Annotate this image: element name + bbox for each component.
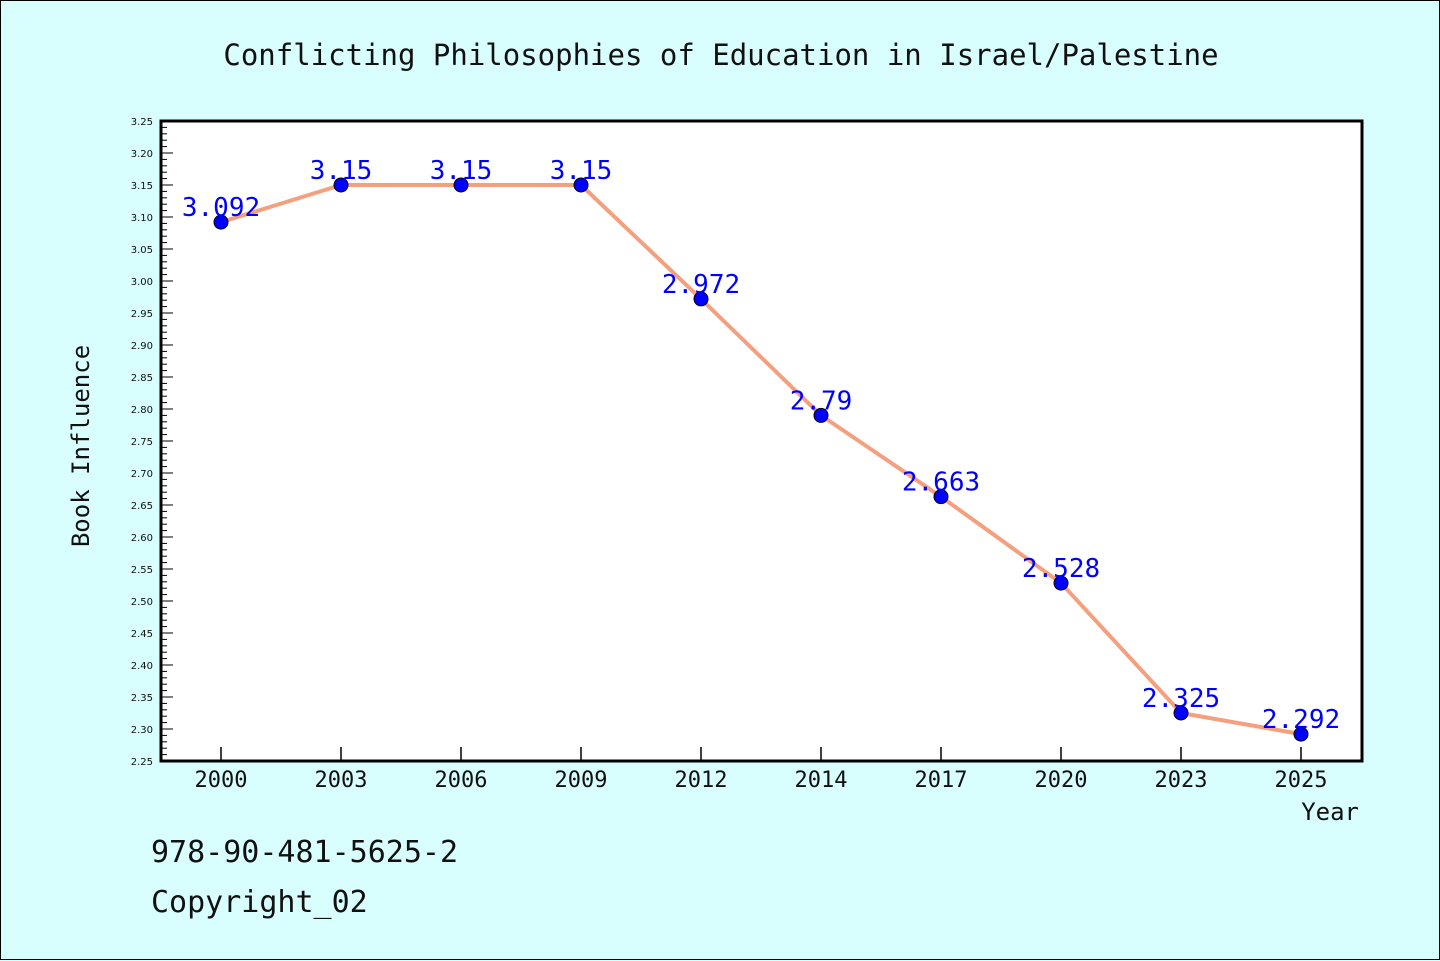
y-tick-label: 3.25 bbox=[131, 117, 153, 128]
y-tick-label: 2.90 bbox=[131, 341, 153, 352]
isbn-text: 978-90-481-5625-2 bbox=[151, 835, 459, 870]
plot-border bbox=[159, 119, 1364, 763]
data-point bbox=[1173, 705, 1189, 721]
y-tick-label: 2.35 bbox=[131, 693, 153, 704]
data-label: 2.972 bbox=[662, 270, 740, 300]
y-tick-label: 3.20 bbox=[131, 149, 153, 160]
y-tick-label: 2.40 bbox=[131, 661, 153, 672]
y-tick-label: 2.75 bbox=[131, 437, 153, 448]
plot-area bbox=[161, 121, 1362, 761]
series-line bbox=[220, 183, 1302, 737]
x-tick-label: 2006 bbox=[435, 768, 488, 793]
data-point bbox=[813, 407, 829, 423]
y-tick-label: 2.85 bbox=[131, 373, 153, 384]
chart-title: Conflicting Philosophies of Education in… bbox=[223, 38, 1218, 72]
x-tick-label: 2012 bbox=[675, 768, 728, 793]
y-tick-label: 3.05 bbox=[131, 245, 153, 256]
y-tick-label: 2.30 bbox=[131, 725, 153, 736]
y-tick-label: 2.70 bbox=[131, 469, 153, 480]
data-label: 3.092 bbox=[182, 193, 260, 223]
data-point bbox=[1053, 575, 1069, 591]
x-tick-label: 2000 bbox=[195, 768, 248, 793]
y-axis-label: Book Influence bbox=[67, 345, 95, 547]
data-label: 2.325 bbox=[1142, 684, 1220, 714]
y-tick-label: 2.55 bbox=[131, 565, 153, 576]
x-tick-label: 2017 bbox=[915, 768, 968, 793]
data-label: 3.15 bbox=[550, 156, 613, 186]
series-layer: 3.092 3.15 3.15 3.15 2.972 2.79 2.663 2.528 2.32… bbox=[182, 156, 1340, 742]
data-label: 3.15 bbox=[310, 156, 373, 186]
x-tick-label: 2003 bbox=[315, 768, 368, 793]
y-tick-label: 2.65 bbox=[131, 501, 153, 512]
x-tick-label: 2025 bbox=[1275, 768, 1328, 793]
x-axis-ticks: 2000 2003 2006 2009 2012 2014 2017 2020 2023 2025 bbox=[195, 747, 1328, 793]
y-tick-label: 2.45 bbox=[131, 629, 153, 640]
data-label: 2.663 bbox=[902, 468, 980, 498]
data-point bbox=[933, 489, 949, 505]
y-tick-label: 2.95 bbox=[131, 309, 153, 320]
data-label: 2.79 bbox=[790, 386, 853, 416]
y-tick-label: 3.00 bbox=[131, 277, 153, 288]
y-axis-ticks: 2.25 2.30 2.35 2.40 2.45 2.50 2.55 2.60 2.65 2.70… bbox=[131, 117, 173, 768]
data-point bbox=[693, 291, 709, 307]
data-label: 2.292 bbox=[1262, 705, 1340, 735]
x-axis-label: Year bbox=[1301, 798, 1359, 826]
x-tick-label: 2014 bbox=[795, 768, 848, 793]
x-tick-label: 2009 bbox=[555, 768, 608, 793]
y-tick-label: 3.15 bbox=[131, 181, 153, 192]
x-tick-label: 2023 bbox=[1155, 768, 1208, 793]
y-tick-label: 3.10 bbox=[131, 213, 153, 224]
data-point bbox=[213, 214, 229, 230]
data-label: 3.15 bbox=[430, 156, 493, 186]
y-tick-label: 2.25 bbox=[131, 757, 153, 768]
data-point bbox=[453, 177, 469, 193]
y-tick-label: 2.60 bbox=[131, 533, 153, 544]
y-tick-label: 2.80 bbox=[131, 405, 153, 416]
y-tick-label: 2.50 bbox=[131, 597, 153, 608]
data-label: 2.528 bbox=[1022, 554, 1100, 584]
x-tick-label: 2020 bbox=[1035, 768, 1088, 793]
data-point bbox=[333, 177, 349, 193]
copyright-text: Copyright_02 bbox=[151, 885, 368, 920]
data-point bbox=[573, 177, 589, 193]
data-point bbox=[1293, 726, 1309, 742]
